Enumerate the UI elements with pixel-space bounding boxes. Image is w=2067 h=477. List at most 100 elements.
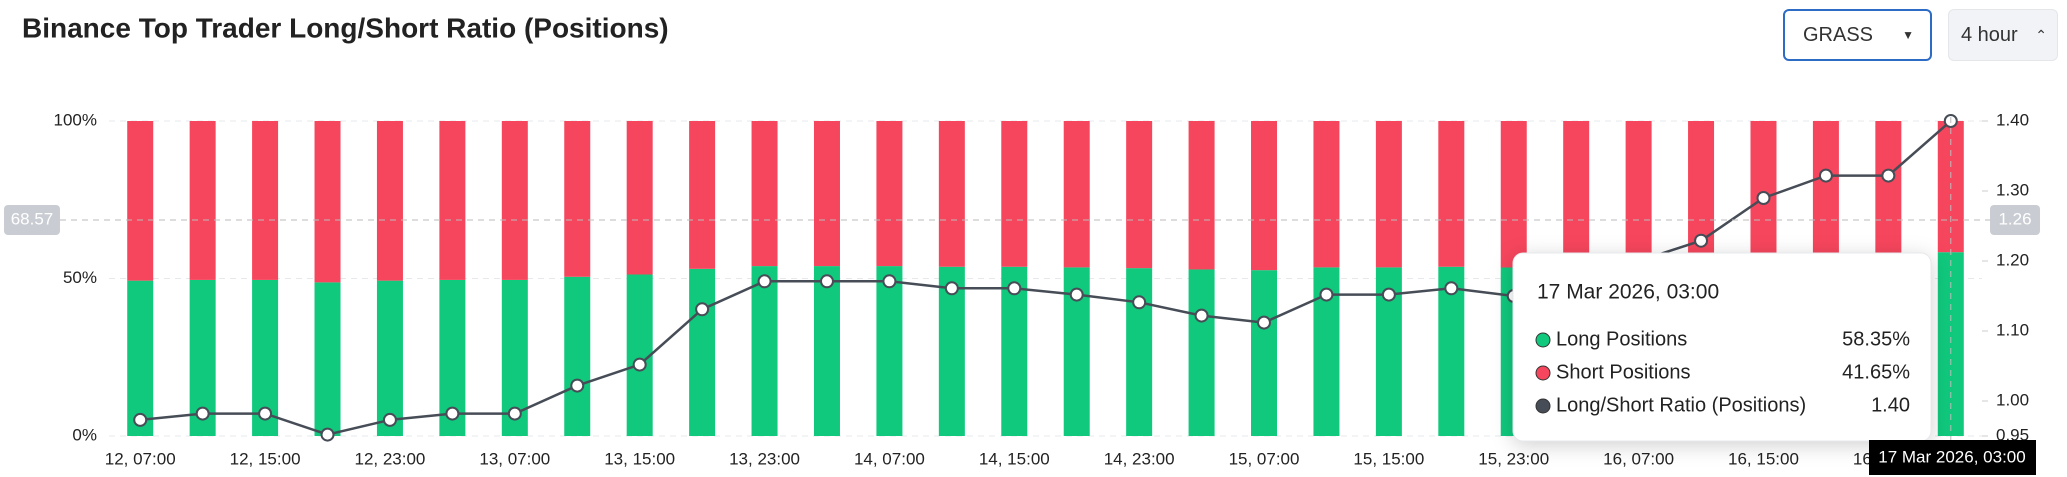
short-bar — [252, 121, 279, 280]
short-bar — [189, 121, 216, 280]
short-bar — [751, 121, 778, 267]
interval-text: 4 hour — [1961, 23, 2018, 46]
x-tick-label: 15, 07:00 — [1229, 449, 1300, 468]
short-bar — [1313, 121, 1340, 268]
tooltip-box — [1512, 252, 1932, 442]
symbol-select[interactable]: GRASS ▼ — [1783, 9, 1932, 61]
ratio-point — [1194, 308, 1209, 323]
ratio-point — [1694, 233, 1709, 248]
y-tick-label: 100% — [54, 110, 97, 129]
short-bar — [626, 121, 653, 275]
ratio-point — [1132, 295, 1147, 310]
tooltip-swatch — [1535, 365, 1551, 381]
short-bar — [564, 121, 591, 277]
hover-x-box — [1869, 440, 2036, 475]
short-bar — [938, 121, 965, 267]
tooltip-value: 1.40 — [1871, 394, 1910, 416]
long-bar — [751, 266, 778, 436]
x-tick-label: 16, 07:00 — [1603, 449, 1674, 468]
ratio-point — [757, 274, 772, 289]
y2-tick-label: 0.95 — [1996, 425, 2029, 444]
tooltip: 17 Mar 2026, 03:00 Long Positions 58.35% Sh… — [1512, 252, 1932, 442]
short-bar — [876, 121, 903, 267]
x-tick-label: 13, 23:00 — [729, 449, 800, 468]
short-bar — [1500, 121, 1527, 268]
long-bar — [564, 276, 591, 436]
long-bar — [127, 280, 154, 436]
ratio-point — [1257, 315, 1272, 330]
short-bar — [1001, 121, 1028, 267]
short-bar — [1126, 121, 1153, 269]
short-bar — [1188, 121, 1215, 270]
ratio-point — [1444, 281, 1459, 296]
crosshair-right-box — [1990, 205, 2040, 236]
long-bar — [376, 280, 403, 436]
long-bar — [689, 268, 716, 436]
x-tick-label: 16, 15:00 — [1728, 449, 1799, 468]
ratio-point — [882, 274, 897, 289]
ratio-point — [1319, 287, 1334, 302]
crosshair-right-label: 1.26 — [1998, 209, 2031, 228]
crosshair-left-label: 68.57 — [11, 209, 54, 228]
ratio-point — [1069, 287, 1084, 302]
short-bar — [1063, 121, 1090, 268]
tooltip-name: Long Positions — [1556, 328, 1687, 350]
tooltip-swatch — [1535, 332, 1551, 348]
short-bar — [439, 121, 466, 280]
ratio-point — [819, 274, 834, 289]
tooltip-title: 17 Mar 2026, 03:00 — [1537, 281, 1719, 304]
long-bar — [876, 266, 903, 436]
short-bar — [1375, 121, 1402, 268]
tooltip-swatch — [1535, 398, 1551, 414]
short-bar — [376, 121, 403, 281]
x-tick-label: 12, 07:00 — [105, 449, 176, 468]
symbol-text: GRASS — [1803, 23, 1874, 46]
x-tick-label: 14, 15:00 — [979, 449, 1050, 468]
short-bar — [1563, 121, 1590, 267]
y-tick-label: 50% — [63, 268, 97, 287]
short-bar — [127, 121, 154, 281]
long-bar — [813, 266, 840, 436]
short-bar — [813, 121, 840, 267]
ratio-point — [258, 406, 273, 421]
caret: ⌃ — [2035, 26, 2047, 43]
tooltip-value: 58.35% — [1842, 328, 1910, 350]
short-bar — [689, 121, 716, 269]
y2-tick-label: 1.20 — [1996, 250, 2029, 269]
y2-tick-label: 1.40 — [1996, 110, 2029, 129]
short-bar — [1812, 121, 1839, 257]
ratio-point — [133, 412, 148, 427]
long-bar — [314, 282, 341, 436]
ratio-point — [320, 427, 335, 442]
x-tick-label: 15, 15:00 — [1353, 449, 1424, 468]
ratio-point — [944, 281, 959, 296]
ratio-point — [1818, 168, 1833, 183]
ratio-point — [1381, 287, 1396, 302]
ratio-point — [507, 406, 522, 421]
ratio-point — [1007, 281, 1022, 296]
ratio-point — [1756, 191, 1771, 205]
ratio-point — [695, 302, 710, 317]
interval-select[interactable]: 4 hour ⌃ — [1948, 9, 2058, 61]
x-tick-label: 14, 07:00 — [854, 449, 925, 468]
x-tick-label: 12, 23:00 — [354, 449, 425, 468]
x-tick-label: 12, 15:00 — [230, 449, 301, 468]
long-bar — [1188, 269, 1215, 436]
x-tick-label: 15, 23:00 — [1478, 449, 1549, 468]
hover-x-label: 17 Mar 2026, 03:00 — [1878, 447, 2025, 466]
short-bar — [501, 121, 528, 280]
short-bar — [1438, 121, 1465, 267]
short-bar — [1625, 121, 1652, 265]
y2-tick-label: 1.00 — [1996, 390, 2029, 409]
x-tick-label: 13, 07:00 — [479, 449, 550, 468]
x-tick-label: 13, 15:00 — [604, 449, 675, 468]
long-bar — [1126, 268, 1153, 436]
y-tick-label: 0% — [72, 425, 97, 444]
ratio-point — [632, 357, 647, 372]
short-bar — [1251, 121, 1278, 271]
long-bar — [1251, 270, 1278, 436]
y2-tick-label: 1.30 — [1996, 180, 2029, 199]
short-bar — [1750, 121, 1777, 259]
